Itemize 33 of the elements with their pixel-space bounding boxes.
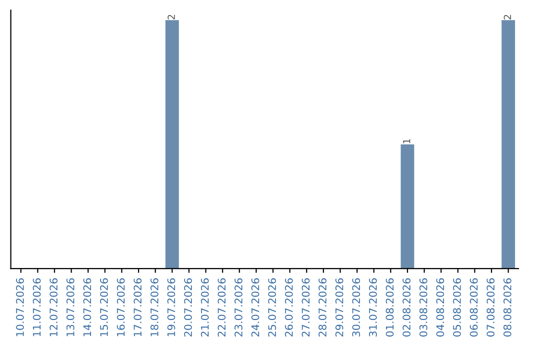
x-tick-label: 15.07.2026 xyxy=(100,278,108,336)
x-tick-label: 21.07.2026 xyxy=(200,278,209,337)
x-tick-label: 07.08.2026 xyxy=(486,278,495,337)
x-tick-label: 24.07.2026 xyxy=(251,278,260,337)
data-label: 1 xyxy=(403,139,410,144)
data-label: 2 xyxy=(168,14,175,20)
x-tick-label: 11.07.2026 xyxy=(32,278,41,336)
x-tick-label: 05.08.2026 xyxy=(453,278,461,337)
x-tick-label: 02.08.2026 xyxy=(402,278,410,337)
x-tick-label: 17.07.2026 xyxy=(134,278,142,336)
x-tick-label: 25.07.2026 xyxy=(268,278,276,337)
x-tick-label: 16.07.2026 xyxy=(116,278,125,336)
x-tick-label: 14.07.2026 xyxy=(83,278,92,336)
x-tick-label: 10.07.2026 xyxy=(16,278,24,336)
x-tick-label: 03.08.2026 xyxy=(419,278,428,337)
x-tick-label: 23.07.2026 xyxy=(234,278,242,337)
x-tick-label: 31.07.2026 xyxy=(368,278,377,336)
x-tick-label: 29.07.2026 xyxy=(335,278,344,337)
x-tick-label: 26.07.2026 xyxy=(284,278,293,337)
x-tick-label: 01.08.2026 xyxy=(386,278,394,337)
x-tick-label: 18.07.2026 xyxy=(150,278,158,336)
x-tick-label: 20.07.2026 xyxy=(184,278,192,337)
x-tick-label: 22.07.2026 xyxy=(218,278,226,337)
x-tick-label: 06.08.2026 xyxy=(470,278,478,337)
x-tick-label: 30.07.2026 xyxy=(352,278,360,336)
x-tick-label: 12.07.2026 xyxy=(50,278,58,336)
x-tick-label: 27.07.2026 xyxy=(302,278,310,337)
x-tick-label: 08.08.2026 xyxy=(503,278,512,337)
x-tick-label: 19.07.2026 xyxy=(167,278,176,336)
x-tick-label: 04.08.2026 xyxy=(436,278,444,337)
data-label: 2 xyxy=(504,14,511,20)
x-tick-label: 13.07.2026 xyxy=(66,278,74,336)
x-tick-label: 28.07.2026 xyxy=(318,278,326,337)
